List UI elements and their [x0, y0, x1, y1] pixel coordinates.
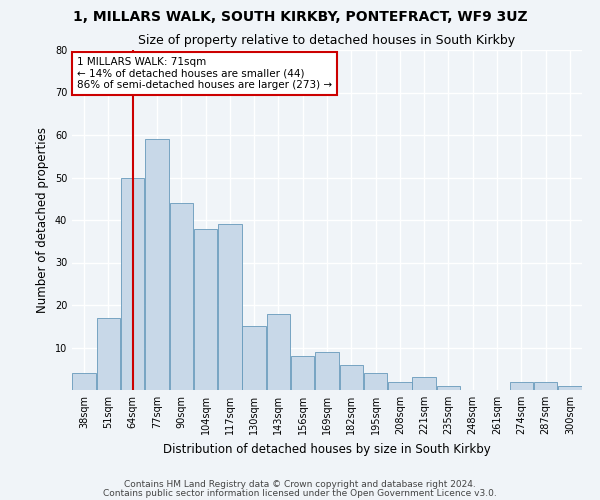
Bar	[291, 356, 314, 390]
Bar	[266, 314, 290, 390]
Bar	[170, 203, 193, 390]
Bar	[412, 378, 436, 390]
Bar	[509, 382, 533, 390]
Bar	[194, 228, 217, 390]
Bar	[534, 382, 557, 390]
Bar	[97, 318, 120, 390]
Bar	[145, 139, 169, 390]
Bar	[340, 364, 363, 390]
Bar	[315, 352, 339, 390]
Bar	[437, 386, 460, 390]
Text: 1, MILLARS WALK, SOUTH KIRKBY, PONTEFRACT, WF9 3UZ: 1, MILLARS WALK, SOUTH KIRKBY, PONTEFRAC…	[73, 10, 527, 24]
Bar	[364, 373, 388, 390]
Title: Size of property relative to detached houses in South Kirkby: Size of property relative to detached ho…	[139, 34, 515, 48]
Y-axis label: Number of detached properties: Number of detached properties	[36, 127, 49, 313]
Text: 1 MILLARS WALK: 71sqm
← 14% of detached houses are smaller (44)
86% of semi-deta: 1 MILLARS WALK: 71sqm ← 14% of detached …	[77, 57, 332, 90]
Bar	[242, 326, 266, 390]
Bar	[388, 382, 412, 390]
Bar	[558, 386, 581, 390]
Bar	[73, 373, 96, 390]
Bar	[121, 178, 145, 390]
Bar	[218, 224, 242, 390]
X-axis label: Distribution of detached houses by size in South Kirkby: Distribution of detached houses by size …	[163, 442, 491, 456]
Text: Contains public sector information licensed under the Open Government Licence v3: Contains public sector information licen…	[103, 489, 497, 498]
Text: Contains HM Land Registry data © Crown copyright and database right 2024.: Contains HM Land Registry data © Crown c…	[124, 480, 476, 489]
